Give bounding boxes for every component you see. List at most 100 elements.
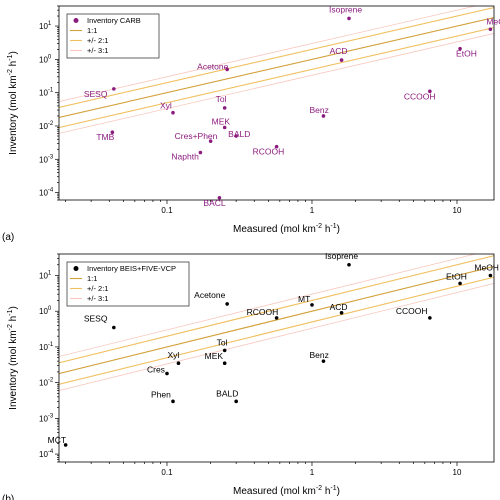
y-tick-label: 10-2 — [39, 121, 54, 131]
data-point-label: MEK — [212, 117, 231, 127]
y-label-mid: h — [8, 61, 19, 69]
data-point — [217, 195, 222, 200]
reference-lines — [59, 254, 494, 391]
y-label-mid: h — [8, 316, 19, 324]
data-point-label: Acetone — [194, 290, 225, 300]
data-point — [176, 361, 181, 366]
data-point-label: Acetone — [197, 61, 228, 71]
legend-entry: Inventory BEIS+FIVE-VCP — [87, 264, 176, 273]
data-point — [110, 130, 115, 135]
data-point — [225, 302, 229, 306]
ratio-1to1-line — [59, 265, 494, 375]
y-tick-exponent: -4 — [48, 188, 54, 194]
x-label-sup: -1 — [330, 485, 336, 492]
x-tick-label: 0.1 — [161, 206, 173, 215]
data-point-label: Isoprene — [325, 251, 358, 261]
y-tick-base: 10 — [39, 450, 48, 459]
data-point-label: CCOOH — [404, 91, 436, 101]
y-tick-label: 10-2 — [39, 378, 54, 388]
y-tick-exponent: 0 — [48, 54, 52, 60]
legend-entry: +/- 3:1 — [87, 46, 108, 55]
data-point-label: Cres+Phen — [175, 131, 218, 141]
data-point-label: Cres — [147, 365, 165, 375]
y-tick-label: 10-1 — [39, 342, 54, 352]
data-point — [234, 134, 238, 138]
ratio-1to1-line — [59, 16, 494, 119]
y-tick-label: 101 — [39, 271, 52, 281]
y-tick-base: 10 — [39, 122, 48, 131]
ratio-3to1-lower-line — [59, 33, 494, 134]
legend-entry: +/- 2:1 — [87, 36, 108, 45]
ratio-2to1-lower-line — [59, 276, 494, 385]
y-tick-exponent: 1 — [48, 21, 52, 27]
data-point-label: ACD — [330, 46, 348, 56]
data-point — [225, 67, 229, 72]
x-label-text: Measured (mol km — [233, 486, 316, 497]
x-label-close: ) — [337, 486, 340, 497]
y-tick-exponent: 1 — [48, 271, 52, 277]
y-axis-label: Inventory (mol km-2 h-1) — [7, 306, 19, 410]
data-point — [222, 348, 227, 353]
x-axis: 0.1 1 10 — [65, 462, 462, 477]
y-label-sup: -1 — [7, 309, 14, 315]
y-label-text: Inventory (mol km — [8, 330, 19, 409]
ratio-3to1-upper-line — [59, 254, 477, 357]
data-point — [488, 27, 493, 32]
y-tick-base: 10 — [39, 89, 48, 98]
ratio-2to1-upper-line — [59, 6, 494, 109]
data-point-label: TMB — [96, 132, 114, 142]
data-point — [171, 399, 175, 404]
data-point — [321, 359, 326, 363]
x-tick-label: 1 — [310, 206, 315, 215]
panel-label: (a) — [2, 232, 14, 243]
legend-box — [66, 13, 160, 59]
data-point-label: Benz — [309, 105, 328, 115]
y-tick-label: 10-4 — [39, 188, 54, 198]
data-point-label: MT — [298, 294, 310, 304]
y-tick-exponent: -1 — [48, 88, 54, 94]
legend-marker — [73, 266, 79, 271]
y-tick-base: 10 — [39, 307, 48, 316]
x-label-mid: h — [322, 486, 330, 497]
y-tick-exponent: -2 — [48, 121, 54, 127]
x-label-sup: -2 — [316, 485, 322, 492]
data-point — [458, 281, 462, 286]
data-point-label: BALD — [216, 388, 238, 398]
legend-entry: Inventory CARB — [87, 16, 141, 25]
data-point-label: EtOH — [446, 271, 467, 281]
y-tick-exponent: -3 — [48, 154, 54, 160]
data-point-label: MEK — [205, 351, 224, 361]
data-point — [310, 303, 314, 307]
data-point-label: RCOOH — [253, 147, 285, 157]
y-tick-base: 10 — [39, 272, 48, 281]
y-tick-base: 10 — [39, 189, 48, 198]
x-axis-label: Measured (mol km-2 h-1) — [233, 223, 340, 235]
data-point-label: Tol — [217, 337, 228, 347]
data-point — [63, 443, 68, 447]
y-tick-label: 100 — [39, 306, 52, 316]
x-label-sup: -2 — [316, 223, 322, 230]
x-label-mid: h — [322, 224, 330, 235]
x-tick-label: 10 — [453, 468, 462, 477]
data-point-label: ACD — [330, 302, 348, 312]
y-tick-exponent: -2 — [48, 378, 54, 384]
y-label-sup: -2 — [7, 324, 14, 330]
y-tick-label: 10-3 — [39, 154, 54, 164]
data-point-label: MCT — [48, 435, 66, 445]
data-point — [222, 361, 227, 366]
data-point — [488, 273, 493, 278]
x-label-text: Measured (mol km — [233, 224, 316, 235]
x-label-sup: -1 — [330, 223, 336, 230]
data-point — [112, 325, 116, 330]
data-point-label: SESQ — [84, 314, 108, 324]
y-tick-exponent: 0 — [48, 306, 52, 312]
data-point — [222, 125, 227, 130]
data-point — [458, 46, 462, 51]
y-tick-label: 101 — [39, 21, 52, 31]
y-tick-base: 10 — [39, 22, 48, 31]
